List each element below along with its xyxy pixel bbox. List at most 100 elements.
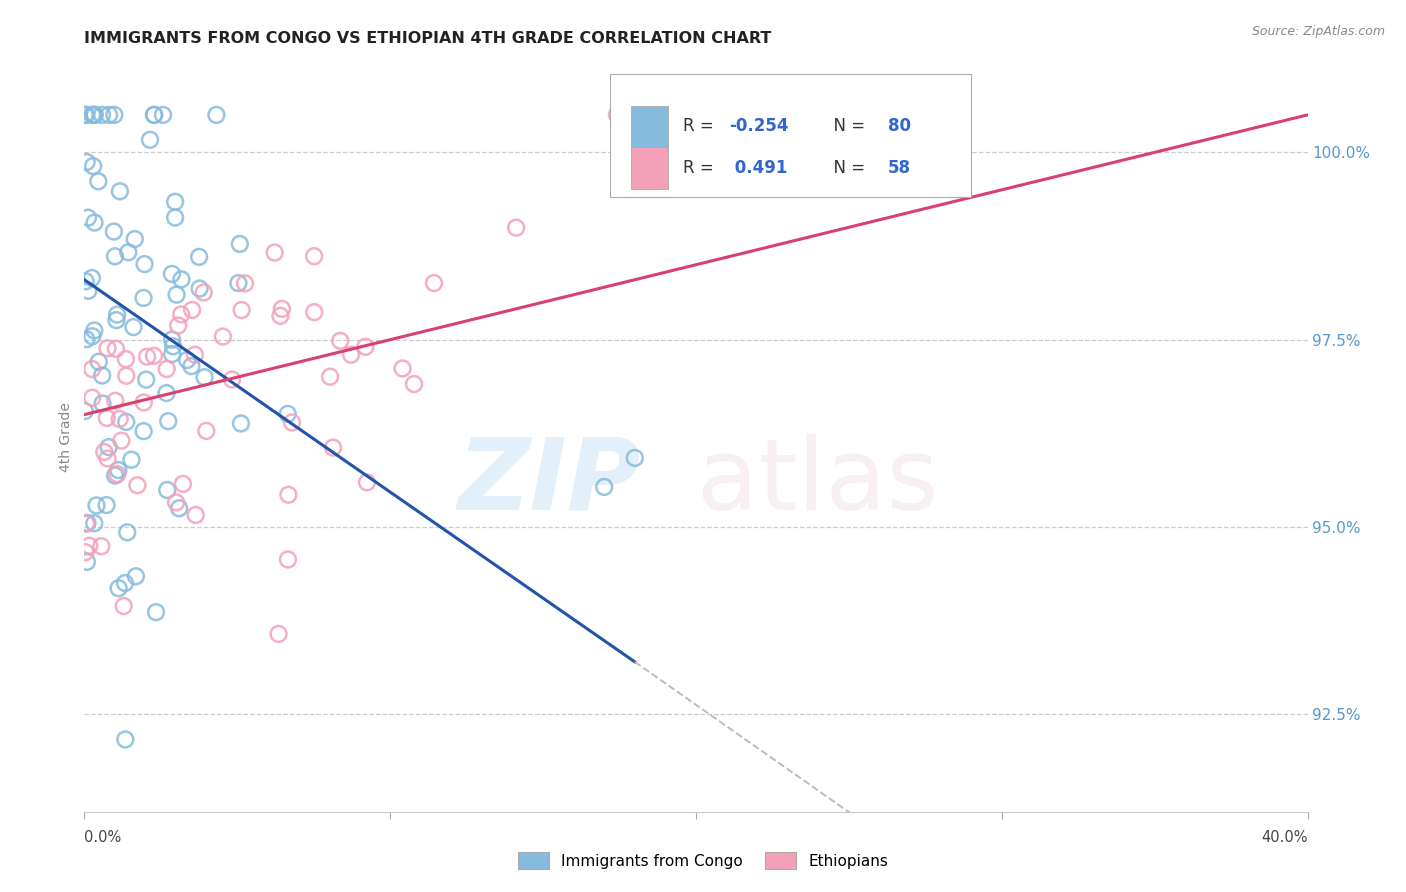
Point xyxy=(145,605,167,619)
Point xyxy=(86,499,108,513)
Point xyxy=(271,301,294,316)
Text: Source: ZipAtlas.com: Source: ZipAtlas.com xyxy=(1251,25,1385,38)
Point xyxy=(115,415,138,429)
Point xyxy=(167,501,190,516)
Point xyxy=(136,350,159,364)
Point xyxy=(143,349,166,363)
Point xyxy=(188,250,211,264)
Legend: Immigrants from Congo, Ethiopians: Immigrants from Congo, Ethiopians xyxy=(512,846,894,875)
Point xyxy=(157,414,180,428)
Point xyxy=(132,424,155,438)
Point xyxy=(354,340,377,354)
Point xyxy=(120,452,142,467)
Point xyxy=(83,108,105,122)
Point xyxy=(82,108,104,122)
Point xyxy=(356,475,378,490)
Point xyxy=(423,276,446,290)
Point xyxy=(82,108,104,122)
Point xyxy=(91,396,114,410)
Point xyxy=(180,359,202,373)
Point xyxy=(75,545,97,559)
Point xyxy=(96,498,118,512)
Point xyxy=(391,361,413,376)
Point xyxy=(115,352,138,367)
Point xyxy=(229,417,252,431)
Point xyxy=(162,339,184,353)
Text: 0.491: 0.491 xyxy=(728,159,787,177)
Point xyxy=(107,463,129,477)
Point xyxy=(165,495,187,509)
Point xyxy=(322,441,344,455)
Point xyxy=(124,232,146,246)
Point xyxy=(127,478,149,492)
Point xyxy=(82,329,104,343)
Point xyxy=(505,220,527,235)
Point xyxy=(110,434,132,448)
Point xyxy=(749,108,772,122)
Point xyxy=(91,108,114,122)
Point xyxy=(108,412,131,426)
Point xyxy=(156,362,179,376)
Point xyxy=(76,516,98,530)
Point xyxy=(112,599,135,613)
Point xyxy=(165,194,187,209)
Text: IMMIGRANTS FROM CONGO VS ETHIOPIAN 4TH GRADE CORRELATION CHART: IMMIGRANTS FROM CONGO VS ETHIOPIAN 4TH G… xyxy=(84,31,772,46)
Point xyxy=(304,305,326,319)
Point xyxy=(184,508,207,522)
Point xyxy=(233,277,256,291)
Point xyxy=(277,552,299,566)
Point xyxy=(90,539,112,553)
Point xyxy=(80,271,103,285)
Point xyxy=(96,341,118,355)
Point xyxy=(231,303,253,318)
Point xyxy=(193,285,215,300)
Point xyxy=(82,362,104,376)
Text: N =: N = xyxy=(823,117,870,136)
Point xyxy=(152,108,174,122)
Point xyxy=(221,372,243,386)
Point xyxy=(104,468,127,483)
Point xyxy=(281,416,304,430)
Point xyxy=(340,348,363,362)
Point xyxy=(277,488,299,502)
Point xyxy=(170,272,193,286)
Point xyxy=(117,525,139,540)
Text: R =: R = xyxy=(682,117,718,136)
Point xyxy=(75,108,97,122)
Point xyxy=(212,329,235,343)
Point xyxy=(132,291,155,305)
Text: atlas: atlas xyxy=(697,434,939,531)
Point xyxy=(96,411,118,425)
Point xyxy=(75,274,97,288)
Point xyxy=(103,108,125,122)
Point xyxy=(114,732,136,747)
Point xyxy=(77,284,100,298)
Point xyxy=(73,404,96,418)
Point xyxy=(83,323,105,337)
Point xyxy=(79,539,101,553)
Point xyxy=(830,108,852,122)
Point xyxy=(139,133,162,147)
Point xyxy=(87,355,110,369)
Point xyxy=(82,159,104,173)
Point xyxy=(114,576,136,591)
Point xyxy=(103,225,125,239)
Point xyxy=(82,391,104,405)
Point xyxy=(624,450,647,465)
Point xyxy=(93,445,115,459)
Point xyxy=(160,347,183,361)
Point xyxy=(108,184,131,198)
Point xyxy=(156,483,179,497)
Text: ZIP: ZIP xyxy=(458,434,641,531)
Point xyxy=(83,108,105,122)
Point xyxy=(155,386,177,401)
Point xyxy=(184,348,207,362)
Text: -0.254: -0.254 xyxy=(728,117,789,136)
Point xyxy=(75,516,97,531)
Point xyxy=(402,377,425,392)
Point xyxy=(75,332,97,346)
Point xyxy=(77,211,100,225)
Point xyxy=(329,334,352,348)
Point xyxy=(87,174,110,188)
Point xyxy=(107,581,129,595)
